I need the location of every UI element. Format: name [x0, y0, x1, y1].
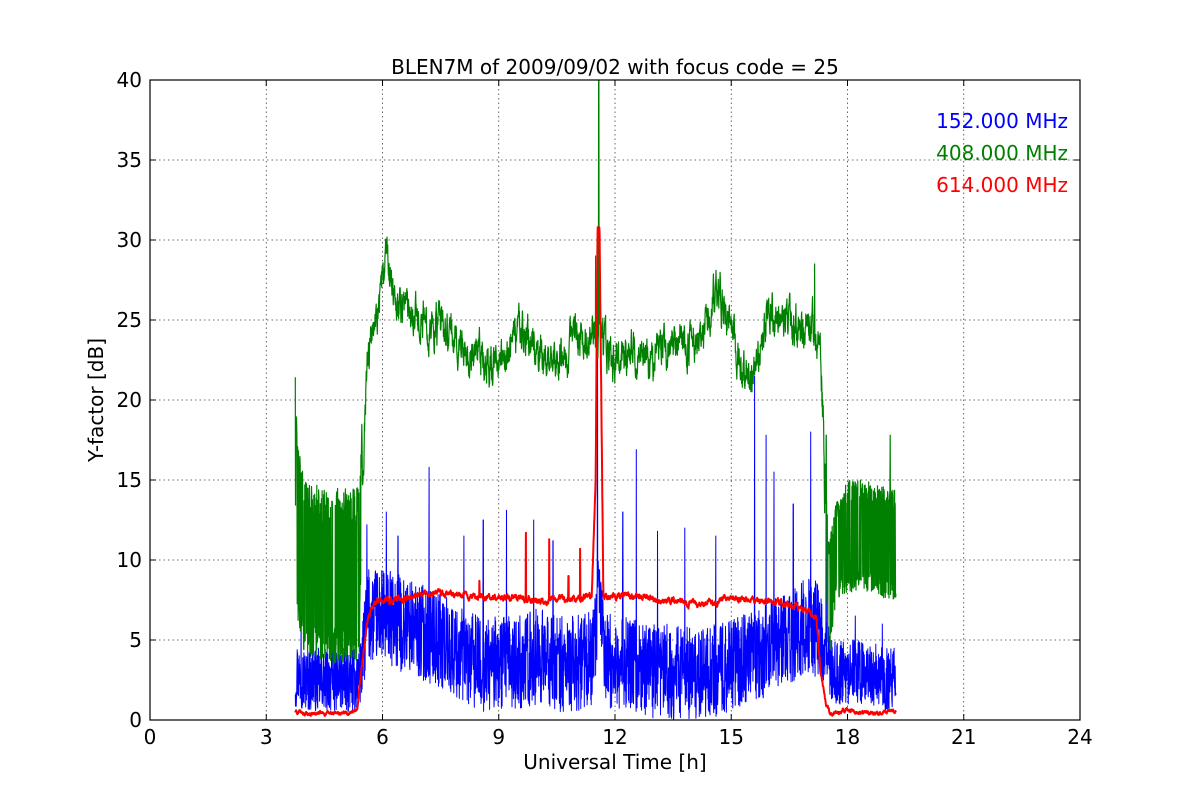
- x-tick-label: 6: [376, 725, 389, 749]
- y-tick-label: 25: [117, 308, 142, 332]
- grid: [150, 80, 1080, 720]
- plot-area-series: [294, 80, 897, 720]
- y-tick-label: 10: [117, 548, 142, 572]
- series-line-1: [294, 239, 897, 720]
- y-tick-label: 5: [129, 628, 142, 652]
- x-tick-label: 24: [1067, 725, 1092, 749]
- x-tick-label: 15: [719, 725, 744, 749]
- series-line-2: [294, 80, 897, 665]
- legend: 152.000 MHz 408.000 MHz 614.000 MHz: [936, 109, 1068, 197]
- x-tick-label: 12: [602, 725, 627, 749]
- y-tick-label: 35: [117, 148, 142, 172]
- axis-ticks: 0 3 6 9 12 15 18 21 24 0 5 10 15 20 25 30 35 40: [117, 68, 1093, 749]
- x-tick-label: 0: [144, 725, 157, 749]
- series-line-3: [294, 226, 897, 717]
- legend-entry: 614.000 MHz: [936, 173, 1068, 197]
- x-tick-label: 3: [260, 725, 273, 749]
- x-tick-label: 18: [835, 725, 860, 749]
- x-tick-label: 9: [492, 725, 505, 749]
- y-axis-title: Y-factor [dB]: [84, 338, 108, 463]
- y-tick-label: 0: [129, 708, 142, 732]
- x-axis-title: Universal Time [h]: [523, 750, 706, 774]
- chart-title: BLEN7M of 2009/09/02 with focus code = 2…: [391, 55, 839, 79]
- y-tick-label: 40: [117, 68, 142, 92]
- legend-entry: 408.000 MHz: [936, 141, 1068, 165]
- y-tick-label: 15: [117, 468, 142, 492]
- y-tick-label: 30: [117, 228, 142, 252]
- legend-entry: 152.000 MHz: [936, 109, 1068, 133]
- x-tick-label: 21: [951, 725, 976, 749]
- y-tick-label: 20: [117, 388, 142, 412]
